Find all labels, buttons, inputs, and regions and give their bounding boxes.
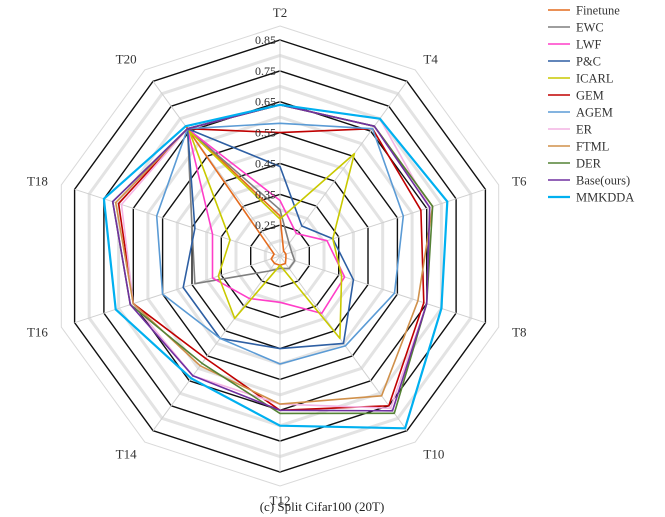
legend-entry: EWC	[576, 21, 604, 35]
axis-label-t6: T6	[512, 174, 527, 189]
legend-entry: Finetune	[576, 4, 620, 18]
axis-label-t2: T2	[273, 5, 287, 20]
legend-entry: LWF	[576, 38, 602, 52]
radar-spoke	[279, 188, 486, 257]
axis-label-t10: T10	[423, 446, 444, 461]
radar-spoke	[74, 188, 281, 257]
series-line-mmkdda	[102, 103, 449, 430]
series-lines	[102, 103, 449, 430]
radar-spokes	[74, 40, 486, 472]
series-line-base-ours	[111, 104, 431, 412]
legend-entry: P&C	[576, 55, 601, 69]
legend-entry: DER	[576, 157, 602, 171]
series-line-ewc	[186, 127, 296, 285]
axis-label-t16: T16	[27, 324, 48, 339]
radar-spoke	[152, 81, 281, 257]
series-line-icarl	[188, 130, 356, 340]
legend-entry: ER	[576, 123, 593, 137]
axis-label-t4: T4	[423, 52, 438, 67]
tick-label: 0.75	[255, 64, 276, 78]
legend-entry: MMKDDA	[576, 191, 634, 205]
radar-spoke	[279, 255, 486, 324]
tick-label: 0.65	[255, 95, 276, 109]
legend-entry: Base(ours)	[576, 174, 630, 188]
tick-label: 0.45	[255, 156, 276, 170]
tick-labels: 0.25 0.35 0.45 0.55 0.65 0.75 0.85	[255, 33, 276, 232]
chart-caption: (c) Split Cifar100 (20T)	[260, 499, 385, 514]
axis-label-t14: T14	[116, 446, 137, 461]
legend-entry: GEM	[576, 89, 604, 103]
tick-label: 0.55	[255, 126, 276, 140]
outer-band	[60, 25, 500, 487]
axis-label-t8: T8	[512, 324, 526, 339]
radar-spoke	[152, 255, 281, 431]
legend-entry: AGEM	[576, 106, 613, 120]
tick-label: 0.85	[255, 33, 276, 47]
legend-entry: FTML	[576, 140, 609, 154]
series-line-agem	[155, 122, 405, 365]
legend-entry: ICARL	[576, 72, 614, 86]
axis-label-t18: T18	[27, 174, 48, 189]
axis-labels: T2 T4 T6 T8 T10 T12 T14 T16 T18 T20	[27, 5, 527, 508]
legend: Finetune EWC LWF P&C ICARL GEM AGEM ER FTML DER Ba…	[548, 4, 634, 205]
series-line-lwf	[186, 127, 346, 315]
radar-spoke	[279, 81, 408, 257]
axis-label-t20: T20	[116, 52, 137, 67]
axis-label-t12: T12	[270, 493, 291, 508]
series-line-p-c	[182, 127, 355, 350]
radar-spoke	[74, 255, 281, 324]
tick-label: 0.25	[255, 218, 276, 232]
tick-label: 0.35	[255, 187, 276, 201]
